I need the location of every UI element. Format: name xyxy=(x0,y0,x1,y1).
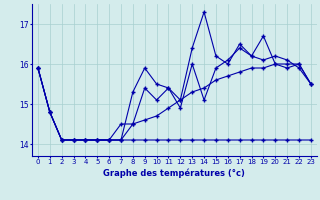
X-axis label: Graphe des températures (°c): Graphe des températures (°c) xyxy=(103,168,245,178)
